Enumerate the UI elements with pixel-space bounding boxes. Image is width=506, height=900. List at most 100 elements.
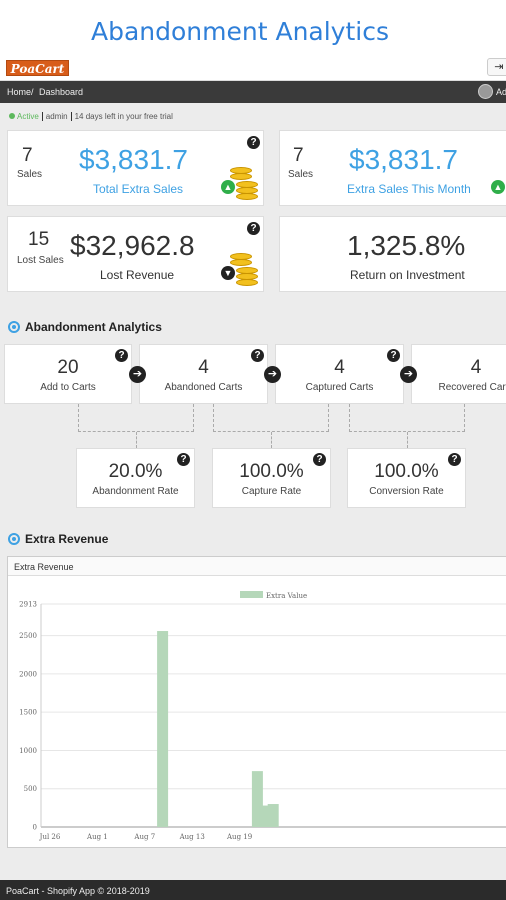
y-tick-label: 500 xyxy=(24,785,37,793)
recovered-carts-label: Recovered Carts xyxy=(438,382,506,393)
arrow-right-icon: ➔ xyxy=(400,366,417,383)
abandonment-rate-label: Abandonment Rate xyxy=(92,486,179,497)
target-icon xyxy=(8,533,20,545)
bar[interactable] xyxy=(251,771,263,827)
funnel-card-captured-carts: 4 Captured Carts ? xyxy=(275,344,404,404)
y-tick-label: 1000 xyxy=(19,747,37,755)
user-menu[interactable]: Ad xyxy=(496,87,506,97)
y-tick-label: 2000 xyxy=(19,670,37,678)
stat-card-roi: 1,325.8% Return on Investment xyxy=(279,216,506,292)
lost-sales-count: 15 xyxy=(28,229,50,250)
captured-carts-value: 4 xyxy=(334,357,345,378)
abandoned-carts-label: Abandoned Carts xyxy=(164,382,243,393)
rate-card-conversion: 100.0% Conversion Rate ? xyxy=(347,448,466,508)
sales-count: 7 xyxy=(22,145,33,166)
stat-card-lost-revenue: 15 Lost Sales $32,962.8 Lost Revenue ? ▼ xyxy=(7,216,264,292)
help-icon[interactable]: ? xyxy=(448,453,461,466)
abandonment-rate-value: 20.0% xyxy=(108,461,163,482)
funnel-card-add-to-carts: 20 Add to Carts ? xyxy=(4,344,132,404)
x-tick-label: Aug 13 xyxy=(179,833,205,841)
arrow-up-icon: ▲ xyxy=(491,180,505,194)
extra-sales-month-amount: $3,831.7 xyxy=(349,144,458,175)
captured-carts-label: Captured Carts xyxy=(305,382,374,393)
active-dot-icon xyxy=(9,113,15,119)
y-tick-label: 1500 xyxy=(19,709,37,717)
recovered-carts-value: 4 xyxy=(470,357,482,378)
arrow-up-icon: ▲ xyxy=(221,180,235,194)
bar[interactable] xyxy=(259,805,271,827)
coins-icon xyxy=(222,167,262,203)
legend-label: Extra Value xyxy=(266,592,307,600)
target-icon xyxy=(8,321,20,333)
arrow-right-icon: ➔ xyxy=(264,366,281,383)
help-icon[interactable]: ? xyxy=(247,136,260,149)
bar[interactable] xyxy=(267,804,279,827)
help-icon[interactable]: ? xyxy=(177,453,190,466)
analytics-section-title: Abandonment Analytics xyxy=(25,320,162,334)
page-title: Abandonment Analytics xyxy=(91,17,389,46)
help-icon[interactable]: ? xyxy=(387,349,400,362)
help-icon[interactable]: ? xyxy=(251,349,264,362)
revenue-chart-panel: Extra Revenue 0 500 1000 1500 2000 2500 2913 J… xyxy=(7,556,506,848)
y-tick-label: 0 xyxy=(33,824,37,832)
page-header: Abandonment Analytics xyxy=(0,0,506,54)
x-tick-label: Aug 19 xyxy=(226,833,252,841)
stat-card-extra-sales-month: 7 Sales $3,831.7 Extra Sales This Month … xyxy=(279,130,506,206)
total-extra-sales-caption: Total Extra Sales xyxy=(93,182,184,196)
breadcrumb: Home / Dashboard xyxy=(0,81,506,103)
rate-card-abandonment: 20.0% Abandonment Rate ? xyxy=(76,448,195,508)
chart-panel-title: Extra Revenue xyxy=(8,557,506,576)
add-to-carts-label: Add to Carts xyxy=(40,382,96,393)
sales-count: 7 xyxy=(293,145,304,166)
connector xyxy=(136,432,137,448)
account-status: Active admin 14 days left in your free tri… xyxy=(9,112,173,121)
breadcrumb-separator: / xyxy=(31,87,34,97)
lost-sales-label: Lost Sales xyxy=(17,255,64,266)
revenue-chart: 0 500 1000 1500 2000 2500 2913 Jul 26 Aug 1 Aug … xyxy=(19,591,506,841)
trial-notice: 14 days left in your free trial xyxy=(74,112,173,121)
status-badge: Active xyxy=(17,112,39,121)
extra-sales-month-caption: Extra Sales This Month xyxy=(347,182,471,196)
funnel-card-recovered-carts: 4 Recovered Carts xyxy=(411,344,506,404)
capture-rate-label: Capture Rate xyxy=(241,486,302,497)
bar[interactable] xyxy=(157,631,169,827)
coins-icon xyxy=(222,253,262,289)
connector xyxy=(271,432,272,448)
x-tick-label: Aug 1 xyxy=(86,833,108,841)
x-tick-label: Jul 26 xyxy=(39,833,61,841)
help-icon[interactable]: ? xyxy=(313,453,326,466)
arrow-down-icon: ▼ xyxy=(221,266,235,280)
stat-card-total-extra-sales: 7 Sales $3,831.7 Total Extra Sales ? ▲ xyxy=(7,130,264,206)
lost-revenue-amount: $32,962.8 xyxy=(70,230,195,261)
lost-revenue-caption: Lost Revenue xyxy=(100,268,175,282)
connector xyxy=(213,404,329,432)
connector xyxy=(407,432,408,448)
total-extra-sales-amount: $3,831.7 xyxy=(79,144,188,175)
footer: PoaCart - Shopify App © 2018-2019 xyxy=(0,880,506,900)
connector xyxy=(78,404,194,432)
help-icon[interactable]: ? xyxy=(247,222,260,235)
arrow-right-icon: ➔ xyxy=(129,366,146,383)
sales-count-label: Sales xyxy=(288,169,314,180)
rate-card-capture: 100.0% Capture Rate ? xyxy=(212,448,331,508)
revenue-section-title: Extra Revenue xyxy=(25,532,109,546)
funnel-card-abandoned-carts: 4 Abandoned Carts ? xyxy=(139,344,268,404)
sign-out-button[interactable]: ⇥ xyxy=(487,58,506,76)
brand-logo[interactable]: PoaCart xyxy=(6,60,69,76)
avatar[interactable] xyxy=(478,84,493,99)
breadcrumb-dashboard: Dashboard xyxy=(39,87,84,97)
y-tick-label: 2913 xyxy=(19,601,37,609)
top-bar: PoaCart xyxy=(0,54,506,81)
status-user: admin xyxy=(45,112,68,121)
add-to-carts-value: 20 xyxy=(57,357,79,378)
help-icon[interactable]: ? xyxy=(115,349,128,362)
breadcrumb-home[interactable]: Home xyxy=(7,87,32,97)
conversion-rate-value: 100.0% xyxy=(374,461,439,482)
roi-value: 1,325.8% xyxy=(347,230,466,261)
sign-out-icon: ⇥ xyxy=(494,61,504,73)
legend-swatch xyxy=(240,591,263,598)
conversion-rate-label: Conversion Rate xyxy=(369,486,444,497)
x-tick-label: Aug 7 xyxy=(133,833,155,841)
capture-rate-value: 100.0% xyxy=(239,461,304,482)
y-tick-label: 2500 xyxy=(19,632,37,640)
